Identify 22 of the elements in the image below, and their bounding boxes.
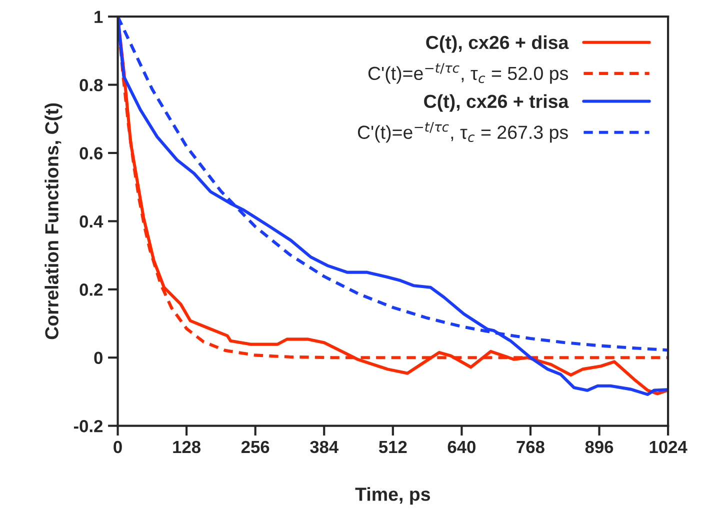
- legend-label: C'(t)=e$^{−t/τc}$, τ$_{c}$ = 267.3 ps: [358, 122, 568, 143]
- y-tick-label: 0.6: [80, 147, 103, 160]
- y-tick-label: 0.8: [80, 78, 103, 92]
- x-tick-label: 512: [378, 440, 407, 454]
- x-tick-label: 128: [173, 440, 201, 454]
- x-tick-label: 640: [448, 440, 476, 454]
- y-axis-title: Correlation Functions, C(t): [44, 103, 62, 340]
- y-tick-label: 0.2: [80, 284, 102, 296]
- x-tick-label: 1024: [650, 440, 688, 454]
- x-tick-label: 384: [310, 440, 339, 454]
- x-tick-label: 0: [114, 440, 122, 454]
- y-tick-label: -0.2: [74, 420, 102, 432]
- x-tick-label: 256: [241, 440, 270, 454]
- legend-label: C'(t)=e$^{−t/τc}$, τ$_{c}$ = 52.0 ps: [368, 63, 568, 84]
- y-tick-label: 1: [94, 10, 103, 23]
- x-axis-title: Time, ps: [355, 487, 430, 505]
- legend-label: C(t), cx26 + trisa: [424, 94, 569, 112]
- legend-label: C(t), cx26 + disa: [426, 35, 569, 53]
- y-tick-label: 0.4: [80, 215, 104, 228]
- x-tick-label: 768: [516, 440, 544, 454]
- y-tick-label: 0: [94, 352, 102, 364]
- x-tick-label: 896: [585, 440, 614, 454]
